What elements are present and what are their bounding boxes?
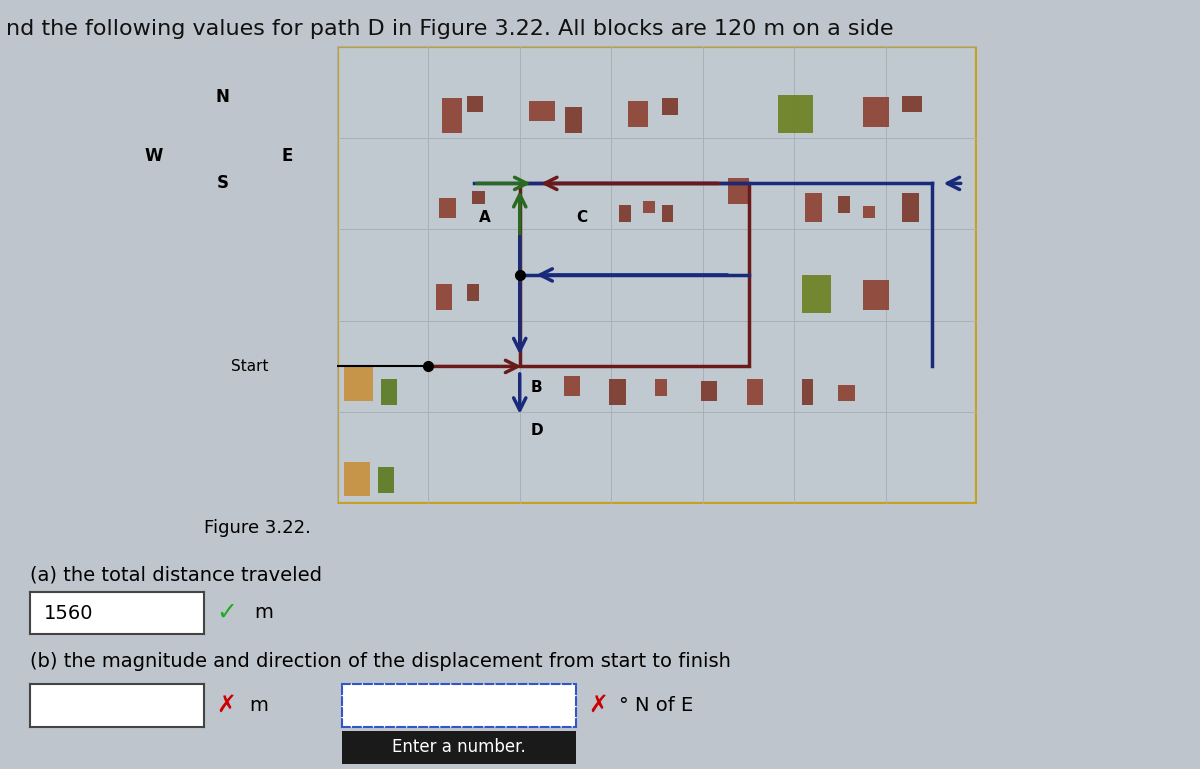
Text: nd the following values for path D in Figure 3.22. All blocks are 120 m on a sid: nd the following values for path D in Fi…: [6, 19, 894, 39]
Bar: [344, 366, 373, 401]
Bar: [529, 101, 554, 122]
Text: D: D: [530, 423, 544, 438]
Text: m: m: [254, 604, 274, 622]
Bar: [618, 205, 631, 221]
Text: Figure 3.22.: Figure 3.22.: [204, 519, 311, 537]
Text: (a) the total distance traveled: (a) the total distance traveled: [30, 565, 322, 584]
Bar: [628, 101, 648, 127]
Bar: [520, 183, 749, 366]
Bar: [902, 95, 923, 112]
Bar: [661, 98, 678, 115]
Text: N: N: [215, 88, 229, 105]
Bar: [610, 379, 626, 404]
Bar: [728, 178, 749, 204]
Bar: [643, 201, 655, 213]
Bar: [439, 198, 456, 218]
Bar: [863, 98, 888, 127]
Text: ° N of E: ° N of E: [619, 696, 694, 714]
Bar: [778, 95, 812, 133]
Text: W: W: [144, 147, 163, 165]
Bar: [564, 375, 580, 396]
Bar: [380, 379, 397, 404]
Bar: [746, 379, 763, 404]
Text: m: m: [250, 696, 269, 714]
Bar: [467, 95, 484, 112]
Text: S: S: [216, 175, 228, 192]
Bar: [472, 191, 485, 204]
Bar: [655, 379, 667, 396]
Bar: [467, 284, 479, 301]
Bar: [863, 281, 888, 310]
Text: B: B: [530, 380, 542, 395]
Text: Enter a number.: Enter a number.: [392, 738, 526, 756]
Bar: [344, 461, 370, 496]
Bar: [838, 196, 850, 213]
Text: A: A: [479, 210, 491, 225]
Text: Start: Start: [230, 359, 268, 374]
Text: ✗: ✗: [588, 693, 607, 717]
Bar: [863, 206, 875, 218]
Bar: [378, 467, 395, 493]
Text: E: E: [282, 147, 293, 165]
Bar: [802, 379, 814, 404]
Bar: [661, 205, 673, 221]
Bar: [805, 192, 822, 221]
Bar: [838, 384, 854, 401]
Text: C: C: [576, 210, 588, 225]
Text: ✗: ✗: [216, 693, 235, 717]
Bar: [565, 108, 582, 133]
Bar: [802, 275, 830, 313]
Bar: [436, 284, 452, 310]
Text: 1560: 1560: [44, 604, 94, 623]
Bar: [701, 381, 718, 401]
Bar: [902, 192, 919, 221]
Text: (b) the magnitude and direction of the displacement from start to finish: (b) the magnitude and direction of the d…: [30, 652, 731, 671]
Text: ✓: ✓: [216, 601, 238, 625]
Bar: [442, 98, 462, 133]
